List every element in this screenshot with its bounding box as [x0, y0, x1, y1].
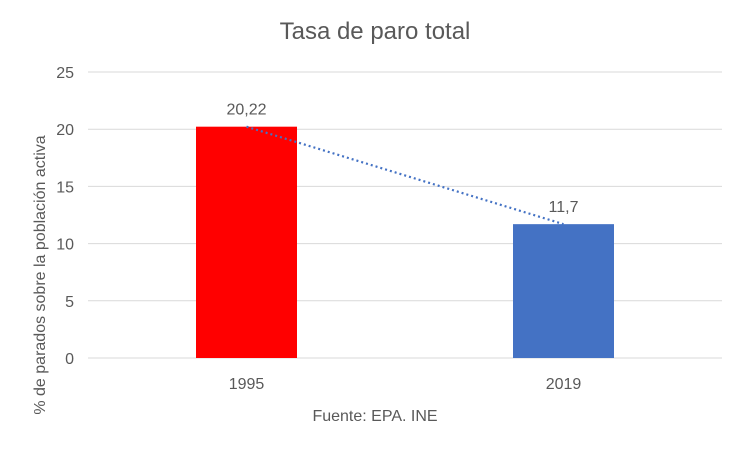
y-axis-title: % de parados sobre la población activa — [32, 135, 49, 414]
y-tick-label: 5 — [65, 294, 74, 311]
y-tick-label: 0 — [65, 351, 74, 368]
y-tick-label: 25 — [56, 65, 74, 82]
bar-1995 — [196, 126, 297, 358]
y-tick-label: 20 — [56, 122, 74, 139]
x-axis-title: Fuente: EPA. INE — [312, 408, 437, 425]
chart-title: Tasa de paro total — [280, 18, 471, 45]
data-label: 11,7 — [549, 199, 579, 216]
x-tick-label: 1995 — [229, 376, 265, 393]
y-tick-label: 15 — [56, 179, 74, 196]
y-tick-label: 10 — [56, 237, 74, 254]
bar-2019 — [513, 224, 614, 358]
trendline — [246, 125, 564, 226]
x-tick-label: 2019 — [546, 376, 582, 393]
data-label: 20,22 — [226, 102, 266, 119]
